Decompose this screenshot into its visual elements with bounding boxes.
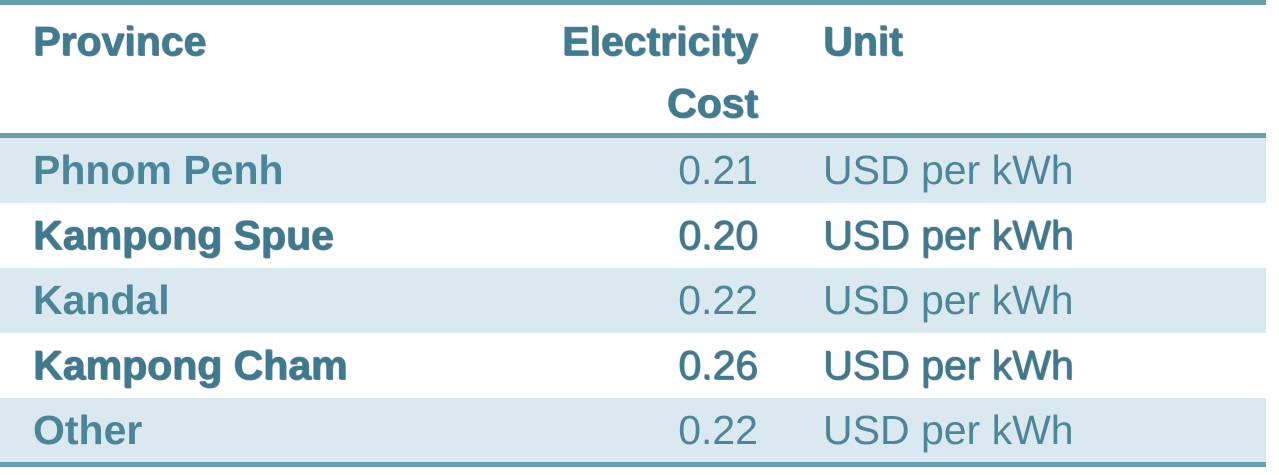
province-cell: Kampong Spue <box>33 212 334 258</box>
table-row: Kampong Spue 0.20 USD per kWh <box>0 203 1266 268</box>
header-unit: Unit <box>823 18 903 64</box>
table-top-rule <box>0 0 1266 5</box>
cost-cell: 0.21 <box>678 147 758 193</box>
table-header: Province Electricity Cost Unit <box>0 5 1266 133</box>
header-cost-line1: Electricity <box>562 18 758 64</box>
cost-cell: 0.26 <box>678 342 758 388</box>
province-cell: Kandal <box>33 277 170 323</box>
unit-cell: USD per kWh <box>823 212 1074 258</box>
cost-cell: 0.22 <box>678 277 758 323</box>
province-cell: Phnom Penh <box>33 147 284 193</box>
table-bottom-rule <box>0 462 1266 467</box>
header-electricity-cost: Electricity Cost <box>498 10 758 134</box>
unit-cell: USD per kWh <box>823 147 1074 193</box>
table-row: Kandal 0.22 USD per kWh <box>0 268 1266 333</box>
table-row: Kampong Cham 0.26 USD per kWh <box>0 333 1266 398</box>
unit-cell: USD per kWh <box>823 342 1074 388</box>
cost-cell: 0.20 <box>678 212 758 258</box>
province-cell: Kampong Cham <box>33 342 348 388</box>
unit-cell: USD per kWh <box>823 407 1074 453</box>
table-row: Other 0.22 USD per kWh <box>0 398 1266 462</box>
cost-cell: 0.22 <box>678 407 758 453</box>
province-cell: Other <box>33 407 143 453</box>
header-province: Province <box>33 18 207 64</box>
unit-cell: USD per kWh <box>823 277 1074 323</box>
table-row: Phnom Penh 0.21 USD per kWh <box>0 138 1266 203</box>
header-cost-line2: Cost <box>666 80 758 126</box>
header-divider-rule <box>0 133 1266 138</box>
